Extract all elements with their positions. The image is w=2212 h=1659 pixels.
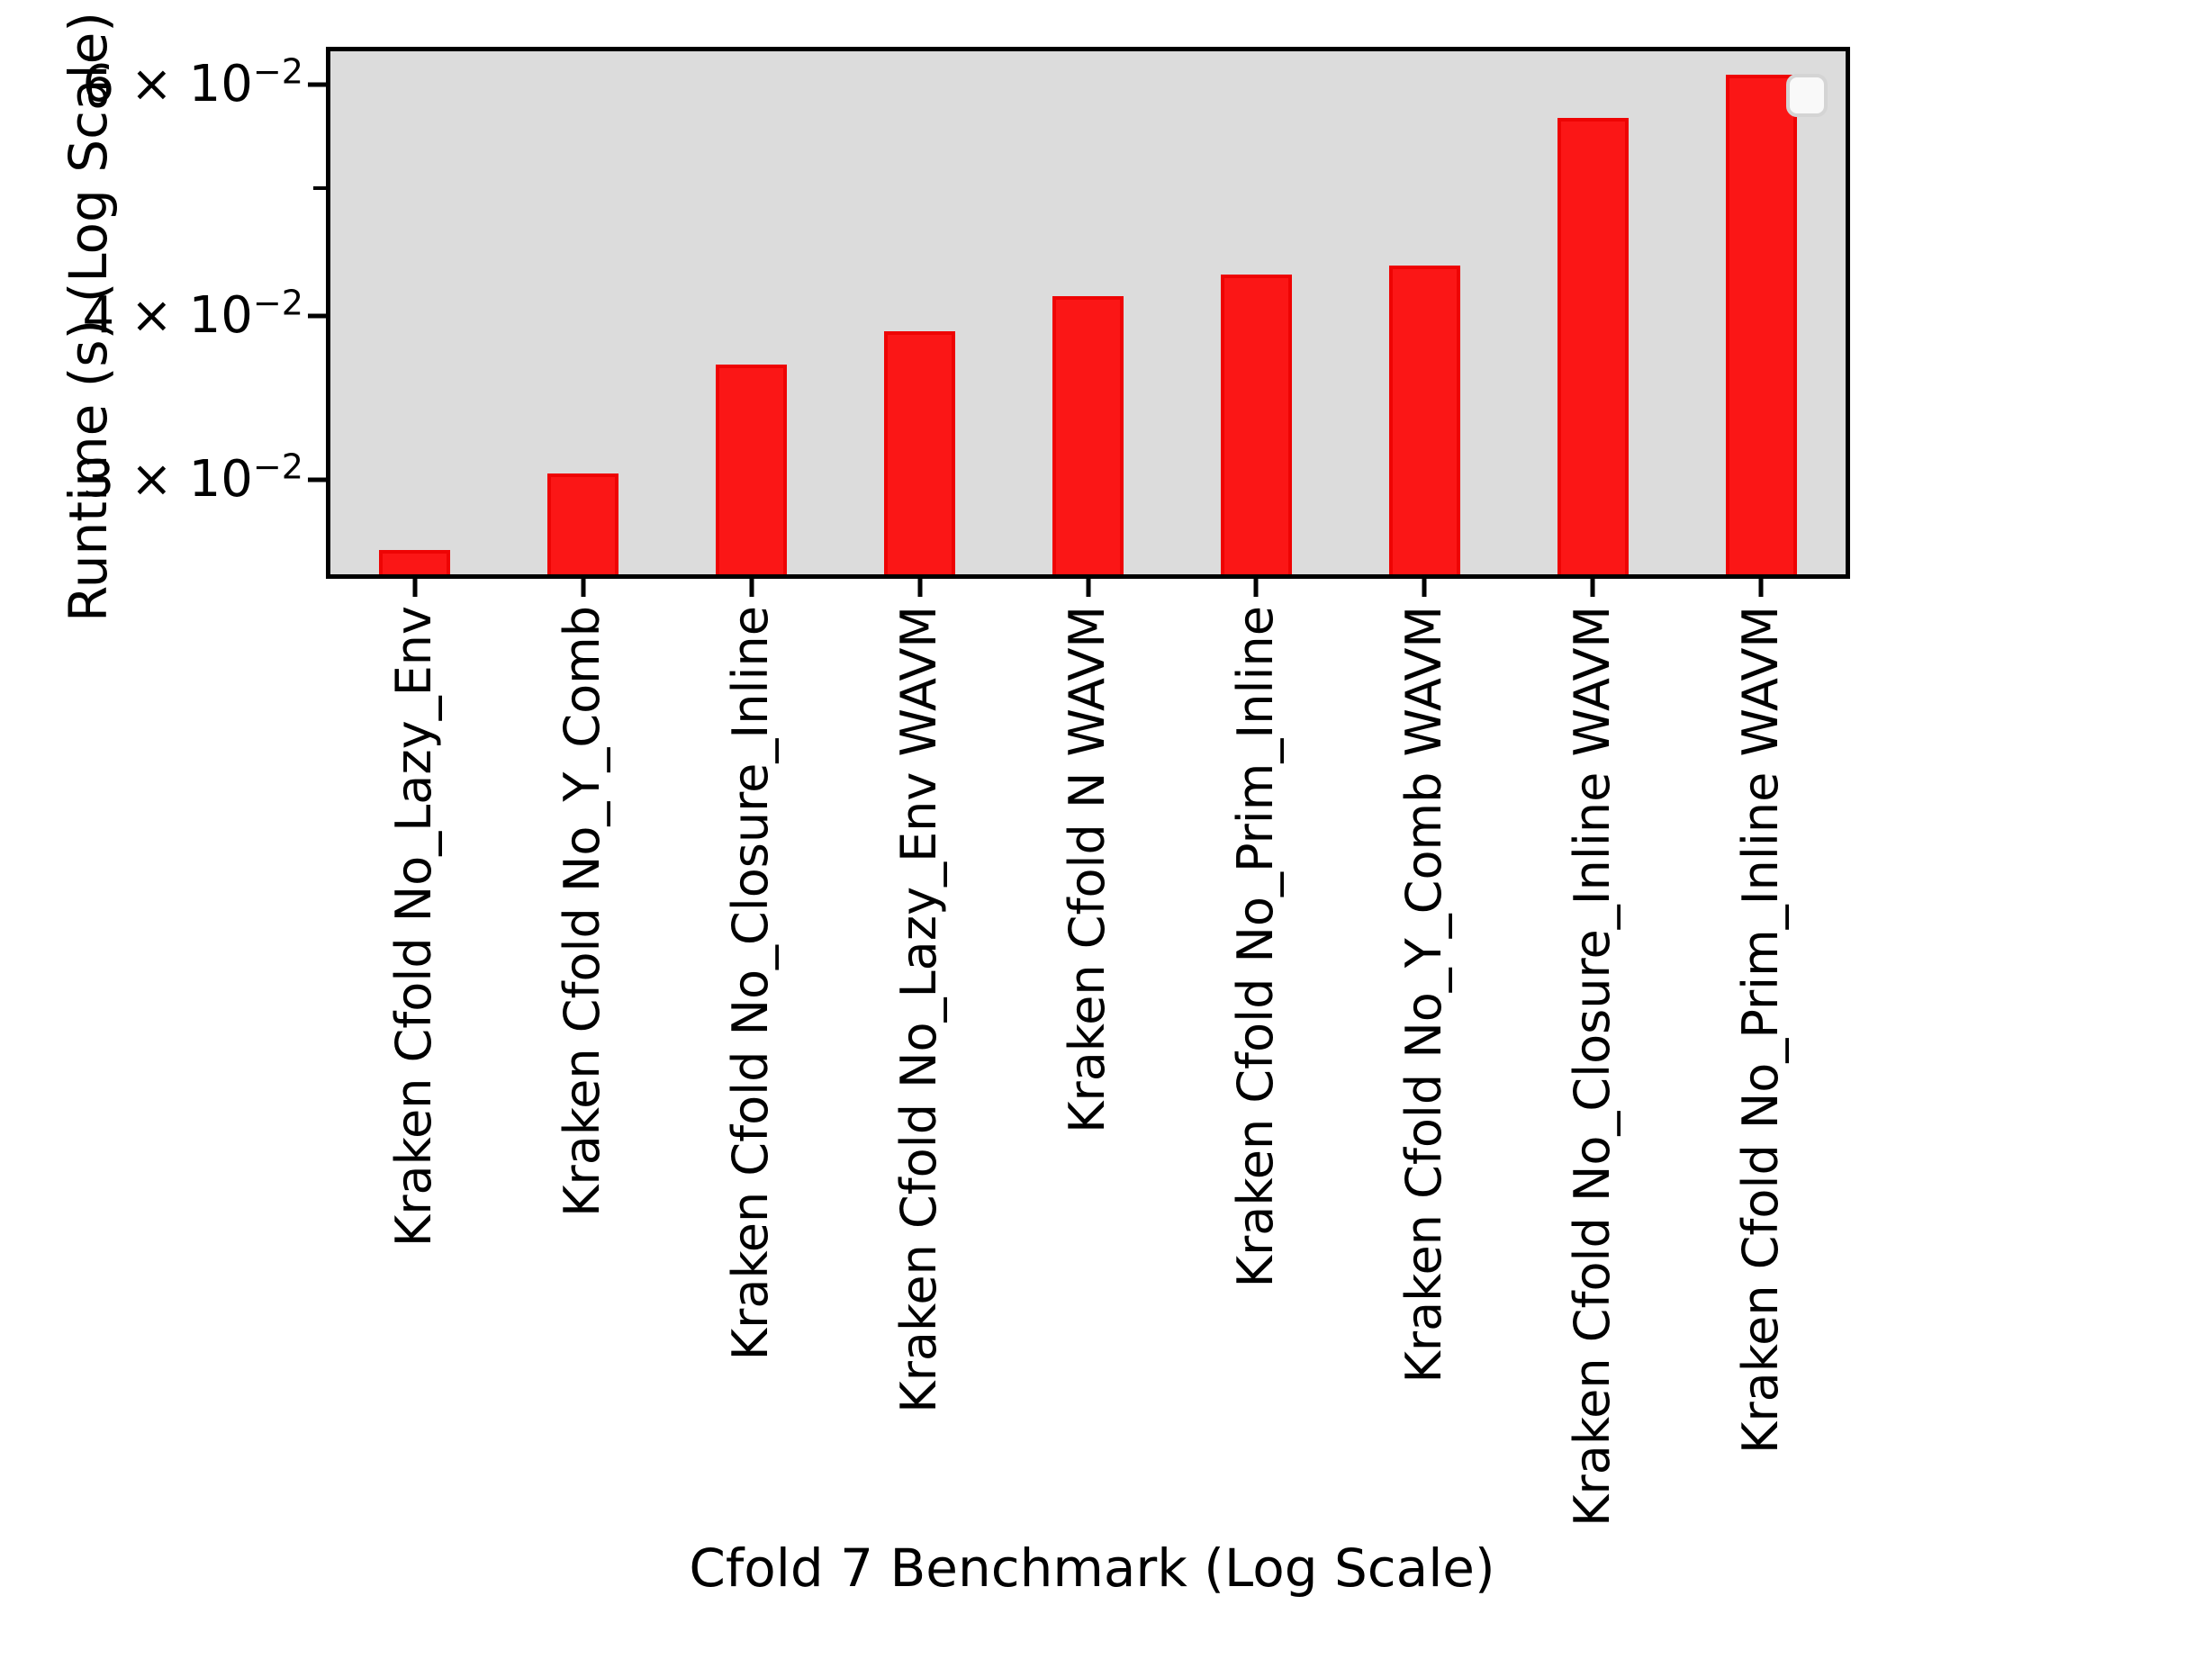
x-tick-label: Kraken Cfold No_Closure_Inline WAVM — [1564, 606, 1621, 1527]
x-tick-label-slot: Kraken Cfold No_Prim_Inline WAVM — [1677, 606, 1846, 1560]
y-tick-label: 3 × 10−2 — [82, 446, 303, 509]
x-tick — [1086, 579, 1090, 597]
y-tick-major — [308, 82, 326, 87]
x-tick — [581, 579, 585, 597]
x-tick-label: Kraken Cfold No_Lazy_Env WAVM — [890, 606, 948, 1413]
bar — [1052, 295, 1124, 574]
bar — [1221, 274, 1292, 574]
x-tick-label-slot: Kraken Cfold No_Lazy_Env — [330, 606, 499, 1560]
x-tick-label-slot: Kraken Cfold No_Closure_Inline WAVM — [1509, 606, 1677, 1560]
x-tick-label-slot: Kraken Cfold No_Lazy_Env WAVM — [835, 606, 1004, 1560]
x-axis-label: Cfold 7 Benchmark (Log Scale) — [689, 1537, 1495, 1599]
x-tick-label: Kraken Cfold No_Closure_Inline — [722, 606, 780, 1361]
x-tick — [749, 579, 754, 597]
bar — [547, 473, 618, 574]
bar — [716, 365, 787, 574]
bar-slot — [499, 51, 667, 574]
x-tick-label: Kraken Cfold N WAVM — [1059, 606, 1116, 1133]
x-tick — [1253, 579, 1259, 597]
y-tick-major — [308, 313, 326, 319]
bar-slot — [330, 51, 499, 574]
x-tick-label-slot: Kraken Cfold N WAVM — [1004, 606, 1172, 1560]
legend-box — [1786, 74, 1828, 117]
bar — [1389, 265, 1460, 574]
bar-slot — [1341, 51, 1509, 574]
bar-slot — [1509, 51, 1677, 574]
plot-area: 6 × 10−2 4 × 10−2 3 × 10−2 Kraken Cfold No… — [82, 47, 1850, 1527]
x-tick — [412, 579, 417, 597]
x-tick-label-row: Kraken Cfold No_Lazy_Env Kraken Cfold No_… — [330, 606, 1846, 1560]
bar — [1557, 117, 1629, 574]
x-tick-label: Kraken Cfold No_Prim_Inline — [1227, 606, 1285, 1288]
x-tick-label: Kraken Cfold No_Prim_Inline WAVM — [1732, 606, 1790, 1454]
x-tick — [1590, 579, 1595, 597]
x-tick-label: Kraken Cfold No_Y_Comb — [554, 606, 611, 1217]
y-tick-major — [308, 477, 326, 482]
y-tick-label: 4 × 10−2 — [82, 282, 303, 345]
bar — [379, 550, 450, 574]
x-tick — [1758, 579, 1764, 597]
bar-slot — [667, 51, 835, 574]
x-tick-label-slot: Kraken Cfold No_Prim_Inline — [1172, 606, 1341, 1560]
bars-layer — [330, 51, 1846, 574]
bar — [884, 331, 955, 574]
bar-slot — [835, 51, 1004, 574]
x-tick — [1422, 579, 1427, 597]
y-tick-label: 6 × 10−2 — [82, 51, 303, 113]
bar-slot — [1677, 51, 1846, 574]
x-tick-label-slot: Kraken Cfold No_Closure_Inline — [667, 606, 835, 1560]
y-tick-minor — [313, 186, 326, 191]
bar-slot — [1172, 51, 1341, 574]
x-tick-label-slot: Kraken Cfold No_Y_Comb WAVM — [1341, 606, 1509, 1560]
bar — [1726, 75, 1797, 574]
x-tick-label: Kraken Cfold No_Lazy_Env — [385, 606, 443, 1248]
x-tick-label: Kraken Cfold No_Y_Comb WAVM — [1395, 606, 1453, 1384]
x-tick-label-slot: Kraken Cfold No_Y_Comb — [499, 606, 667, 1560]
x-tick — [917, 579, 922, 597]
bar-slot — [1004, 51, 1172, 574]
